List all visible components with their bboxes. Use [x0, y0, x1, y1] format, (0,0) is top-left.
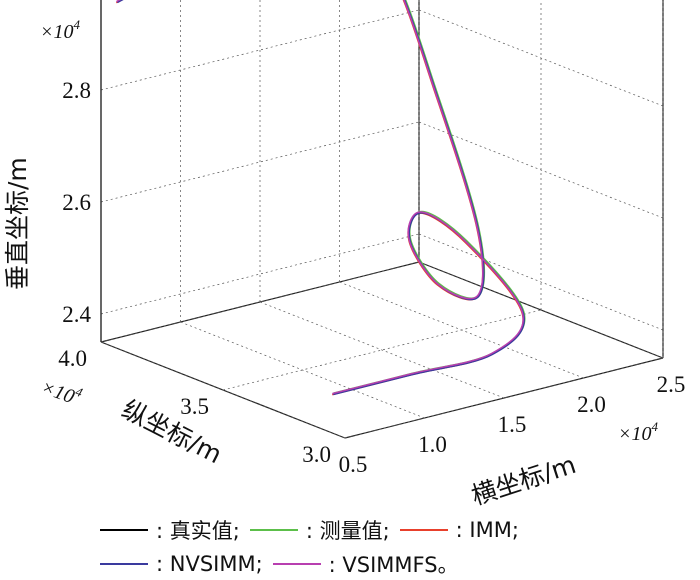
legend-label-truth: : 真实值;: [156, 519, 240, 543]
series-imm-line: [115, 0, 524, 396]
x-tick-label: 2.0: [577, 392, 606, 417]
legend-swatch-nvsimm: [100, 563, 148, 565]
legend-label-nvsimm: : NVSIMM;: [156, 552, 263, 576]
x-exponent: ×104: [618, 419, 659, 445]
grid-z-side: [418, 121, 664, 219]
legend: : 真实值; : 测量值; : IMM; : NVSIMM; : VSIMMFS…: [0, 506, 700, 580]
x-axis-title: 横坐标/m: [468, 450, 579, 506]
series-nvsimm-line: [117, 0, 525, 396]
series-vsimmfs-line: [116, 0, 524, 395]
grid-z-side: [418, 9, 664, 107]
z-tick-label: 2.8: [62, 78, 91, 103]
z-exponent: ×104: [40, 17, 81, 43]
legend-swatch-vsimmfs: [272, 563, 321, 565]
axis-box-and-grid: [100, 0, 664, 439]
legend-item-measurement: : 测量值;: [249, 515, 390, 545]
legend-item-imm: : IMM;: [399, 518, 519, 542]
chart-plot: 0.51.01.52.02.53.03.54.02.42.62.83.0 ×10…: [3, 0, 686, 506]
series-truth-line: [116, 0, 525, 395]
z-tick-label: 2.6: [62, 190, 91, 215]
legend-label-measurement: : 测量值;: [305, 519, 390, 543]
legend-item-nvsimm: : NVSIMM;: [100, 552, 263, 576]
grid-z-side: [418, 233, 664, 331]
legend-item-vsimmfs: : VSIMMFS。: [272, 549, 459, 579]
legend-swatch-truth: [100, 529, 148, 531]
y-tick-label: 4.0: [58, 346, 87, 371]
series-measurement-line: [117, 0, 526, 395]
legend-row-1: : 真实值; : 测量值; : IMM;: [100, 514, 529, 546]
y-exponent: ×104: [38, 372, 85, 410]
legend-row-2: : NVSIMM; : VSIMMFS。: [100, 548, 469, 580]
z-tick-label: 2.4: [62, 302, 91, 327]
legend-label-vsimmfs: : VSIMMFS。: [328, 553, 459, 577]
trajectory-series: [115, 0, 526, 396]
x-tick-label: 1.0: [418, 432, 447, 457]
legend-label-imm: : IMM;: [455, 518, 519, 542]
legend-item-truth: : 真实值;: [100, 515, 240, 545]
grid-x-floor: [259, 301, 505, 399]
y-tick-label: 3.0: [302, 442, 331, 467]
x-tick-label: 1.5: [498, 412, 527, 437]
tick-labels: 0.51.01.52.02.53.03.54.02.42.62.83.0: [58, 78, 686, 477]
y-axis-title: 纵坐标/m: [117, 395, 226, 470]
legend-swatch-imm: [399, 529, 448, 531]
legend-swatch-measurement: [249, 529, 298, 531]
x-tick-label: 2.5: [657, 372, 686, 397]
y-tick-label: 3.5: [180, 394, 209, 419]
x-tick-label: 0.5: [339, 452, 368, 477]
z-axis-title: 垂直坐标/m: [3, 157, 32, 290]
